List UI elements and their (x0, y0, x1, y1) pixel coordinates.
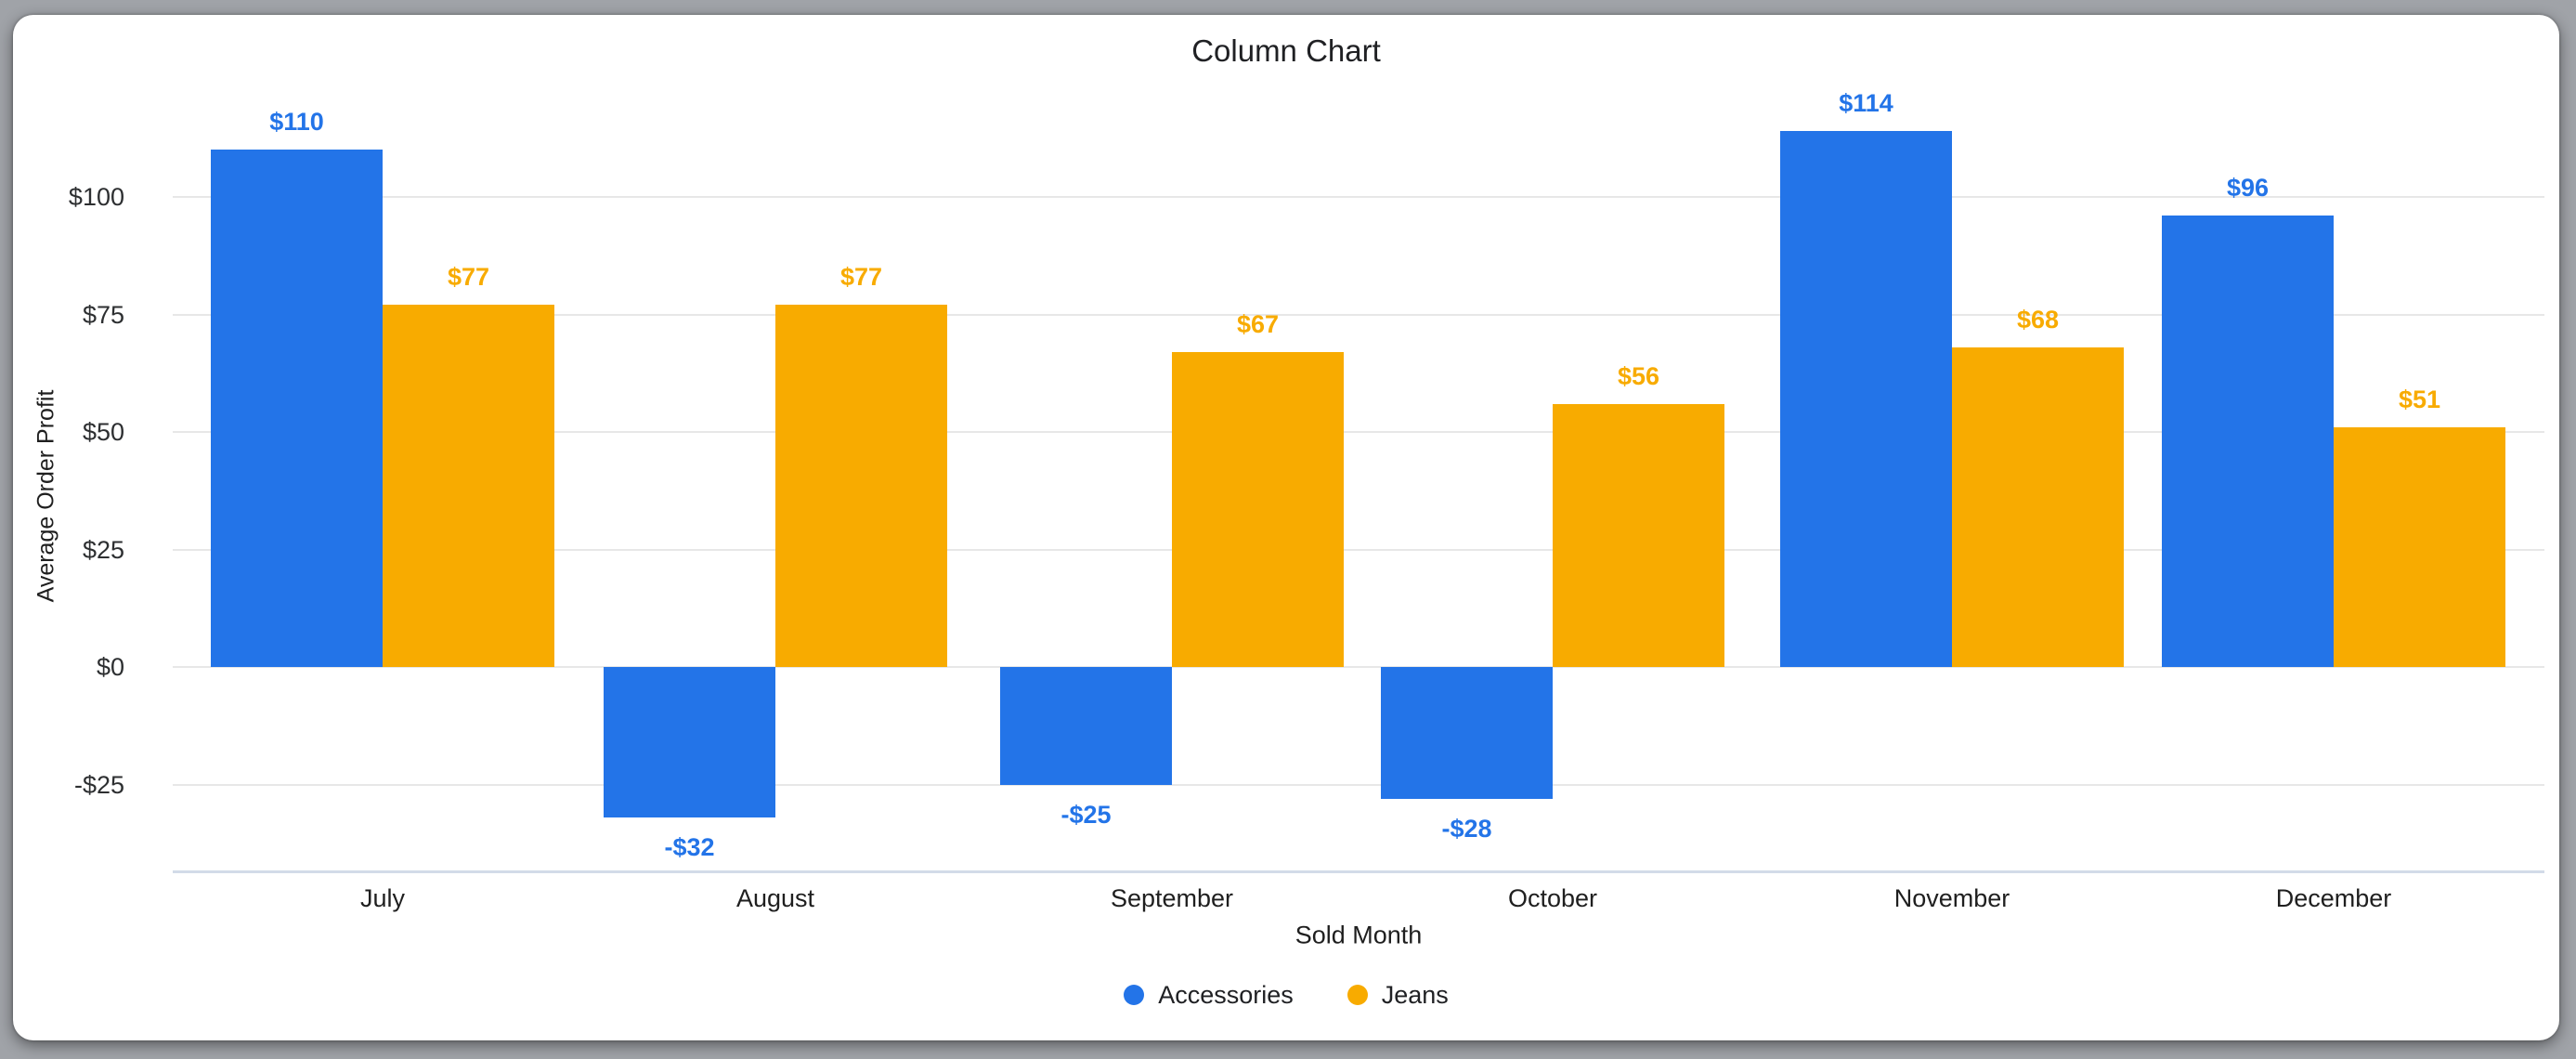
bar-jeans-december[interactable] (2334, 426, 2505, 667)
y-tick-label--50: $50 (82, 418, 124, 446)
bar-label-jeans-july: $77 (447, 263, 490, 292)
bar-label-accessories-october: -$28 (1441, 814, 1492, 843)
bar-jeans-july[interactable] (383, 305, 554, 667)
month-label-july: July (359, 884, 405, 912)
legend-swatch-icon-accessories (1124, 985, 1145, 1005)
month-label-october: October (1507, 884, 1598, 912)
bar-label-accessories-september: -$25 (1060, 800, 1112, 829)
bar-accessories-july[interactable] (211, 150, 383, 667)
bar-jeans-september[interactable] (1172, 351, 1344, 667)
gridline--25 (173, 783, 2544, 786)
gridline--50 (173, 431, 2544, 433)
bar-label-jeans-august: $77 (839, 263, 883, 292)
bar-label-accessories-november: $114 (1839, 89, 1893, 118)
bar-label-accessories-december: $96 (2226, 174, 2270, 203)
month-label-september: September (1110, 884, 1234, 912)
gridline--100 (173, 196, 2544, 198)
bar-label-accessories-august: -$32 (664, 832, 715, 861)
y-tick-label--25: $25 (82, 535, 124, 564)
y-tick-label--0: $0 (96, 653, 124, 681)
legend-swatch-icon-jeans (1347, 985, 1368, 1005)
month-label-august: August (735, 884, 815, 912)
bar-accessories-october[interactable] (1381, 667, 1553, 799)
bar-jeans-october[interactable] (1553, 403, 1724, 667)
x-axis-title: Sold Month (1295, 921, 1423, 949)
bar-accessories-december[interactable] (2162, 216, 2334, 667)
bar-accessories-november[interactable] (1780, 131, 1952, 667)
bar-label-jeans-september: $67 (1236, 309, 1280, 338)
legend-label-jeans: Jeans (1381, 980, 1449, 1009)
y-tick-label--100: $100 (68, 183, 124, 211)
chart-card: Column Chart Average Order Profit $100 $7… (13, 15, 2559, 1040)
bar-label-jeans-december: $51 (2398, 385, 2441, 413)
month-label-november: November (1893, 884, 2010, 912)
bar-jeans-november[interactable] (1952, 346, 2124, 667)
month-label-december: December (2275, 884, 2392, 912)
bar-accessories-august[interactable] (604, 667, 775, 817)
bar-accessories-september[interactable] (1000, 667, 1172, 785)
bar-label-jeans-november: $68 (2016, 305, 2060, 333)
bar-label-jeans-october: $56 (1617, 361, 1660, 390)
y-tick-label--75: $75 (82, 300, 124, 329)
gridline--0 (173, 666, 2544, 668)
chart-title: Column Chart (1191, 33, 1381, 68)
gridline--25 (173, 548, 2544, 551)
y-tick-label--25: -$25 (73, 770, 124, 799)
legend: Accessories Jeans (13, 977, 2559, 1013)
legend-label-accessories: Accessories (1158, 980, 1294, 1009)
legend-item-jeans[interactable]: Jeans (1347, 981, 1449, 1010)
x-axis-line (173, 870, 2544, 873)
bar-label-accessories-july: $110 (269, 108, 324, 137)
legend-item-accessories[interactable]: Accessories (1124, 981, 1294, 1010)
gridline--75 (173, 313, 2544, 316)
bar-jeans-august[interactable] (775, 305, 947, 667)
